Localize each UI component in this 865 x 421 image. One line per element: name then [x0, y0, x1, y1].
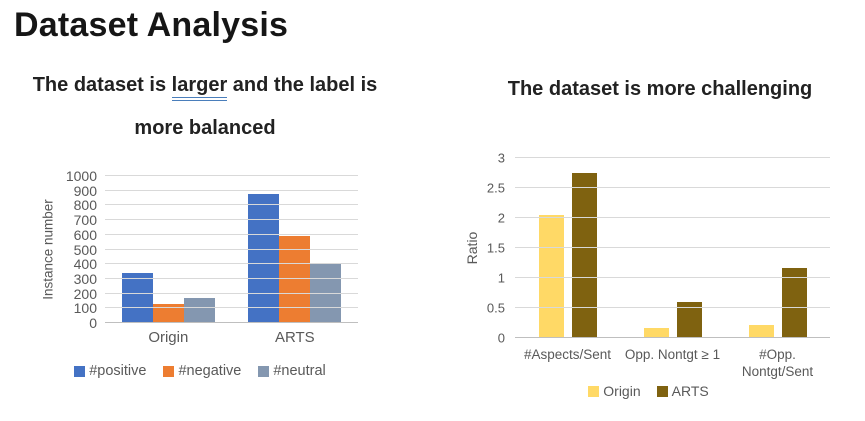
- bar: [676, 302, 702, 338]
- bar-groups: [515, 158, 830, 338]
- bar: [248, 193, 280, 323]
- legend-swatch-icon: [74, 365, 86, 377]
- y-tick-label: 700: [73, 212, 97, 229]
- bar: [152, 303, 184, 323]
- legend-swatch-icon: [588, 385, 600, 397]
- plot-area: [515, 157, 830, 338]
- x-axis-labels: Origin ARTS: [105, 329, 358, 346]
- y-tick-label: 1.5: [486, 240, 505, 256]
- bar: [781, 267, 807, 338]
- legend-swatch-icon: [656, 385, 668, 397]
- gridline: [515, 217, 830, 218]
- legend-swatch-icon: [163, 365, 175, 377]
- y-tick-label: 2: [497, 210, 505, 226]
- bar: [571, 173, 597, 338]
- gridline: [515, 157, 830, 158]
- y-axis-title: Instance number: [40, 199, 56, 300]
- x-category-label: Opp. Nontgt ≥ 1: [624, 347, 721, 362]
- bar-group: [643, 158, 702, 338]
- y-tick-label: 900: [73, 182, 97, 199]
- bar-group: [248, 176, 342, 323]
- x-category-label: #Aspects/Sent: [523, 347, 612, 362]
- gridline: [105, 233, 358, 235]
- gridline: [105, 277, 358, 279]
- bar: [183, 298, 215, 323]
- y-tick-label: 1: [497, 270, 505, 286]
- y-tick-label: 2.5: [486, 180, 505, 196]
- gridline: [515, 247, 830, 248]
- bar-group: [121, 176, 215, 323]
- legend-item: ARTS: [656, 383, 709, 399]
- bar-group: [538, 158, 597, 338]
- y-tick-label: 3: [497, 150, 505, 166]
- bar-groups: [105, 176, 358, 323]
- y-tick-label: 400: [73, 256, 97, 273]
- legend: #positive #negative #neutral: [0, 363, 400, 379]
- y-tick-label: 100: [73, 300, 97, 317]
- page-title: Dataset Analysis: [14, 6, 289, 44]
- gridline: [515, 307, 830, 308]
- subtitle-underlined-word: larger: [171, 73, 228, 101]
- gridline: [515, 187, 830, 188]
- y-axis-ticks: 0 0.5 1 1.5 2 2.5 3: [465, 151, 505, 346]
- gridline: [105, 175, 358, 176]
- legend-label: ARTS: [671, 383, 709, 399]
- gridline: [105, 189, 358, 191]
- legend: Origin ARTS: [432, 383, 865, 399]
- gridline: [105, 322, 358, 323]
- bar: [121, 273, 153, 323]
- x-category-label: ARTS: [274, 329, 315, 346]
- legend-label: #negative: [178, 363, 242, 379]
- legend-item: Origin: [588, 383, 641, 399]
- legend-swatch-icon: [258, 365, 270, 377]
- y-tick-label: 600: [73, 226, 97, 243]
- plot-area: [105, 175, 358, 323]
- y-tick-label: 200: [73, 285, 97, 302]
- legend-label: #neutral: [273, 363, 326, 379]
- y-tick-label: 0.5: [486, 300, 505, 316]
- y-axis-ticks: 0 100 200 300 400 500 600 700 800 900 1000: [55, 168, 97, 331]
- legend-label: Origin: [603, 383, 641, 399]
- y-tick-label: 800: [73, 197, 97, 214]
- subtitle-text-pre: The dataset is: [32, 74, 172, 96]
- right-chart-subtitle: The dataset is more challenging: [507, 78, 813, 100]
- left-chart-subtitle: The dataset is larger and the label is m…: [0, 64, 410, 150]
- x-category-label: Origin: [148, 329, 189, 346]
- gridline: [105, 219, 358, 221]
- y-tick-label: 0: [89, 315, 97, 331]
- bar: [643, 328, 669, 338]
- bar-group: [748, 158, 807, 338]
- y-tick-label: 500: [73, 241, 97, 258]
- gridline: [515, 277, 830, 278]
- gridline: [105, 204, 358, 206]
- bar: [310, 263, 342, 323]
- gridline: [515, 337, 830, 338]
- y-tick-label: 300: [73, 270, 97, 287]
- legend-item: #negative: [163, 363, 241, 379]
- gridline: [105, 248, 358, 250]
- bar: [538, 215, 564, 338]
- y-tick-label: 1000: [65, 168, 97, 184]
- x-axis-labels: #Aspects/Sent Opp. Nontgt ≥ 1 #Opp. Nontgt…: [515, 346, 830, 380]
- y-tick-label: 0: [497, 330, 505, 346]
- legend-label: #positive: [89, 363, 147, 379]
- legend-item: #neutral: [258, 363, 326, 379]
- gridline: [105, 292, 358, 294]
- gridline: [105, 263, 358, 265]
- bar: [748, 324, 774, 338]
- subtitle-text-post: and the label is: [227, 74, 378, 96]
- y-axis-title: Ratio: [464, 231, 480, 265]
- x-category-label: #Opp. Nontgt/Sent: [741, 347, 814, 379]
- subtitle-line2: more balanced: [134, 117, 276, 139]
- gridline: [105, 307, 358, 309]
- legend-item: #positive: [74, 363, 146, 379]
- bar: [279, 236, 311, 323]
